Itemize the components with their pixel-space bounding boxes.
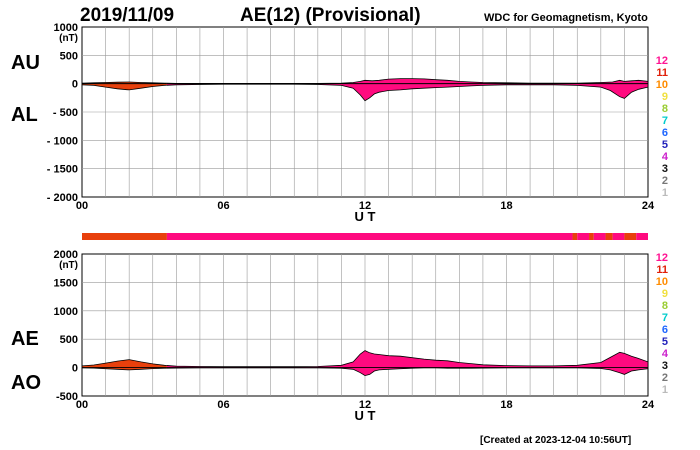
- legend-station-count: 4: [662, 151, 669, 163]
- series-area-ao-early: [82, 367, 167, 371]
- ae-ao-panel: 2000 1500 1000 500 0 -500 (nT) 00 06 12 18 24 U T: [54, 249, 655, 423]
- legend-station-count: 6: [662, 324, 668, 336]
- legend-station-count: 5: [662, 336, 668, 348]
- series-area-ae: [166, 350, 648, 368]
- x-tick-label: 00: [76, 399, 88, 411]
- station-count-bar: [82, 233, 648, 240]
- series-area-au: [166, 78, 648, 85]
- source-label: WDC for Geomagnetism, Kyoto: [484, 12, 648, 24]
- y-tick-label: 0: [72, 79, 78, 91]
- series-area-al: [166, 83, 648, 102]
- x-axis-label: U T: [355, 209, 376, 224]
- station-bar-segment: [605, 233, 613, 240]
- station-bar-segment: [577, 233, 590, 240]
- y-tick-label: 0: [72, 363, 78, 375]
- x-axis-label: U T: [355, 408, 376, 423]
- series-area-au-early: [82, 81, 167, 85]
- x-tick-label: 12: [359, 200, 371, 212]
- y-unit-label: (nT): [59, 33, 78, 44]
- y-tick-label: 1000: [54, 306, 78, 318]
- au-label: AU: [11, 52, 40, 74]
- station-bar-segment: [636, 233, 648, 240]
- legend-station-count: 8: [662, 103, 668, 115]
- chart-title: AE(12) (Provisional): [240, 5, 421, 26]
- legend-station-count: 7: [662, 312, 668, 324]
- legend-station-count: 1: [662, 187, 668, 199]
- au-al-panel: 1000 500 0 - 500 - 1000 - 1500 - 2000 (nT) 00 06 1…: [47, 22, 655, 224]
- station-bar-segment: [612, 233, 625, 240]
- legend-station-count: 2: [662, 372, 668, 384]
- x-tick-label: 00: [76, 200, 88, 212]
- legend-station-count: 4: [662, 348, 669, 360]
- series-area-al-early: [82, 83, 167, 91]
- legend-station-count: 12: [656, 55, 668, 67]
- series-area-ae-early: [82, 359, 167, 368]
- legend-station-count: 3: [662, 360, 668, 372]
- legend-station-count: 8: [662, 300, 668, 312]
- legend-station-count: 7: [662, 115, 668, 127]
- legend-station-count: 10: [656, 79, 668, 91]
- y-tick-label: 1500: [54, 277, 78, 289]
- y-tick-label: - 1000: [47, 135, 78, 147]
- legend-station-count: 9: [662, 91, 668, 103]
- y-tick-label: - 2000: [47, 192, 78, 204]
- legend-station-count: 9: [662, 288, 668, 300]
- legend-station-count: 11: [656, 264, 668, 276]
- y-tick-label: - 500: [53, 107, 78, 119]
- x-tick-label: 24: [642, 399, 655, 411]
- station-bar-segment: [624, 233, 637, 240]
- legend-station-count: 1: [662, 384, 668, 396]
- y-tick-label: 500: [60, 50, 78, 62]
- station-bar-segment: [572, 233, 578, 240]
- legend-station-count: 3: [662, 163, 668, 175]
- legend-station-count: 5: [662, 139, 668, 151]
- x-tick-label: 18: [500, 200, 512, 212]
- x-tick-label: 18: [500, 399, 512, 411]
- ao-label: AO: [11, 372, 41, 394]
- ae-label: AE: [11, 328, 39, 350]
- y-tick-label: 1000: [54, 22, 78, 34]
- station-bar-segment: [166, 233, 573, 240]
- legend-station-count: 10: [656, 276, 668, 288]
- x-tick-label: 06: [217, 399, 229, 411]
- y-tick-label: 2000: [54, 249, 78, 261]
- y-unit-label: (nT): [59, 260, 78, 271]
- station-bar-segment: [589, 233, 594, 240]
- y-tick-label: - 1500: [47, 164, 78, 176]
- station-bar-segment: [593, 233, 606, 240]
- y-tick-label: -500: [56, 391, 78, 403]
- station-bar-segment: [82, 233, 167, 240]
- legend-station-count: 2: [662, 175, 668, 187]
- legend-station-count: 6: [662, 127, 668, 139]
- series-area-ao: [166, 367, 648, 377]
- x-tick-label: 24: [642, 200, 655, 212]
- al-label: AL: [11, 104, 38, 126]
- created-timestamp: [Created at 2023-12-04 10:56UT]: [480, 435, 631, 446]
- y-tick-label: 500: [60, 334, 78, 346]
- x-tick-label: 06: [217, 200, 229, 212]
- legend-station-count: 12: [656, 252, 668, 264]
- date-label: 2019/11/09: [80, 5, 174, 26]
- legend-station-count: 11: [656, 67, 668, 79]
- x-tick-label: 12: [359, 399, 371, 411]
